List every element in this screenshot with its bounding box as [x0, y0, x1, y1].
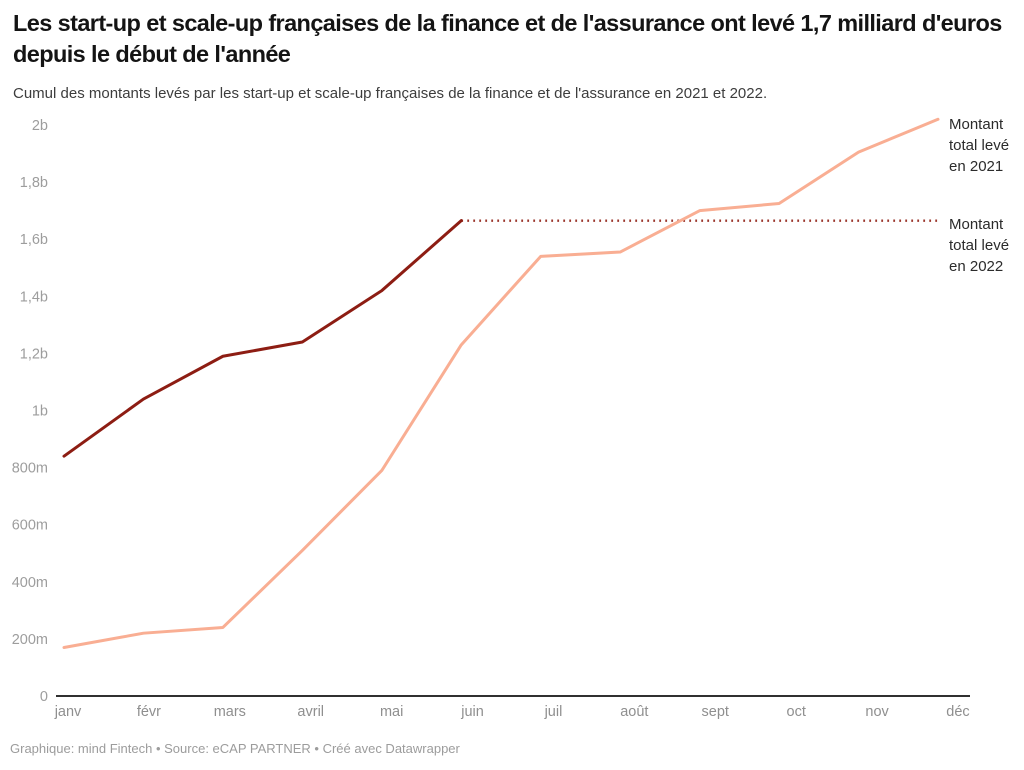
attribution-footer: Graphique: mind Fintech • Source: eCAP P… [10, 741, 460, 756]
x-axis-labels: janv févr mars avril mai juin juil août sept oct n… [54, 704, 970, 720]
y-tick-label: 1,2b [20, 346, 48, 362]
x-tick-label: août [620, 704, 648, 720]
chart-subtitle: Cumul des montants levés par les start-u… [13, 85, 768, 102]
x-tick-label: mai [380, 704, 403, 720]
y-tick-label: 400m [12, 575, 48, 591]
x-tick-label: mars [214, 704, 246, 720]
chart-title: Les start-up et scale-up françaises de l… [13, 10, 1002, 67]
x-tick-label: nov [865, 704, 889, 720]
y-tick-label: 600m [12, 518, 48, 534]
y-tick-label: 2b [32, 118, 48, 134]
y-tick-label: 1b [32, 404, 48, 420]
y-axis-labels: 2b 1,8b 1,6b 1,4b 1,2b 1b 800m 600m 400m 200m 0 [12, 118, 48, 705]
y-tick-label: 0 [40, 689, 48, 705]
series-line-0 [62, 117, 940, 649]
y-tick-label: 200m [12, 632, 48, 648]
x-tick-label: juin [460, 704, 484, 720]
y-tick-label: 1,6b [20, 232, 48, 248]
x-tick-label: janv [54, 704, 82, 720]
x-tick-label: déc [946, 704, 969, 720]
x-tick-label: oct [787, 704, 806, 720]
y-tick-label: 1,4b [20, 289, 48, 305]
series-line-1 [62, 219, 463, 458]
y-tick-label: 800m [12, 461, 48, 477]
x-tick-label: juil [544, 704, 563, 720]
x-tick-label: avril [297, 704, 324, 720]
x-tick-label: sept [702, 704, 729, 720]
y-tick-label: 1,8b [20, 175, 48, 191]
series-direct-label-2022: Montant total levé en 2022 [949, 216, 1010, 275]
series-direct-label-2021: Montant total levé en 2021 [949, 116, 1010, 175]
x-tick-label: févr [137, 704, 161, 720]
